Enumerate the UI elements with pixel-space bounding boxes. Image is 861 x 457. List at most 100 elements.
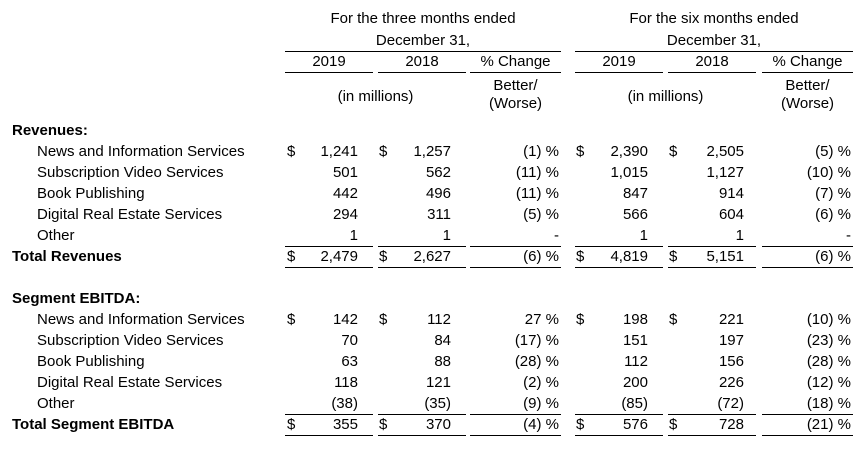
subtotal-rule bbox=[668, 246, 756, 247]
table-row-q18d: $ bbox=[379, 143, 388, 160]
table-row-s19: 198 bbox=[622, 311, 648, 328]
total-row-s18: 5,151 bbox=[706, 248, 744, 265]
table-row-q18d: $ bbox=[379, 311, 388, 328]
three-months-heading-line2: December 31, bbox=[375, 32, 471, 49]
total-row-q18d: $ bbox=[379, 248, 388, 265]
table-row-spct: (7) % bbox=[815, 185, 851, 202]
total-label: Total Revenues bbox=[12, 248, 122, 265]
q-pct-change-heading: % Change bbox=[480, 53, 551, 70]
table-row-qpct: (11) % bbox=[515, 164, 559, 181]
total-row-s18: 728 bbox=[718, 416, 744, 433]
total-row-s19: 4,819 bbox=[610, 248, 648, 265]
subtotal-rule bbox=[762, 246, 853, 247]
s-better-label: Better/ bbox=[785, 77, 830, 94]
total-row-s19d: $ bbox=[576, 416, 585, 433]
table-row-s19: 566 bbox=[622, 206, 648, 223]
table-row-s18: (72) bbox=[717, 395, 744, 412]
table-row-spct: (23) % bbox=[806, 332, 851, 349]
row-label: Digital Real Estate Services bbox=[37, 206, 223, 223]
q-in-millions: (in millions) bbox=[337, 88, 414, 105]
table-row-s18: 914 bbox=[718, 185, 744, 202]
row-label: News and Information Services bbox=[37, 311, 245, 328]
total-row-s18d: $ bbox=[669, 416, 678, 433]
table-row-spct: (28) % bbox=[806, 353, 851, 370]
total-rule bbox=[470, 435, 561, 436]
total-rule bbox=[378, 267, 466, 268]
table-row-q19: 63 bbox=[341, 353, 358, 370]
subtotal-rule bbox=[470, 246, 561, 247]
table-row-spct: - bbox=[846, 227, 851, 244]
table-row-s19: (85) bbox=[621, 395, 648, 412]
subtotal-rule bbox=[470, 414, 561, 415]
total-row-qpct: (4) % bbox=[523, 416, 559, 433]
subtotal-rule bbox=[285, 414, 373, 415]
table-row-s18: 221 bbox=[718, 311, 744, 328]
total-row-s19d: $ bbox=[576, 248, 585, 265]
row-label: Book Publishing bbox=[37, 353, 145, 370]
section-title: Revenues: bbox=[12, 122, 88, 139]
table-row-q18: 1 bbox=[442, 227, 451, 244]
subtotal-rule bbox=[378, 414, 466, 415]
subtotal-rule bbox=[285, 246, 373, 247]
total-row-q19: 2,479 bbox=[320, 248, 358, 265]
table-row-qpct: (5) % bbox=[523, 206, 559, 223]
table-row-qpct: (11) % bbox=[515, 185, 559, 202]
total-label: Total Segment EBITDA bbox=[12, 416, 175, 433]
table-row-s18: 2,505 bbox=[706, 143, 744, 160]
row-label: Book Publishing bbox=[37, 185, 145, 202]
table-row-qpct: 27 % bbox=[524, 311, 559, 328]
table-row-spct: (12) % bbox=[806, 374, 851, 391]
table-row-q18: 112 bbox=[427, 311, 451, 328]
total-rule bbox=[575, 267, 663, 268]
s-pct-rule bbox=[762, 72, 853, 73]
total-rule bbox=[470, 267, 561, 268]
total-row-q18d: $ bbox=[379, 416, 388, 433]
table-row-spct: (18) % bbox=[806, 395, 851, 412]
table-row-s19: 1 bbox=[639, 227, 648, 244]
total-rule bbox=[575, 435, 663, 436]
total-row-s19: 576 bbox=[622, 416, 648, 433]
table-row-spct: (5) % bbox=[815, 143, 851, 160]
table-row-q19: 294 bbox=[332, 206, 358, 223]
table-row-q19: 442 bbox=[332, 185, 358, 202]
table-row-s18: 604 bbox=[718, 206, 744, 223]
subtotal-rule bbox=[668, 414, 756, 415]
total-rule bbox=[285, 435, 373, 436]
total-row-q19d: $ bbox=[287, 248, 296, 265]
three-months-heading-line1: For the three months ended bbox=[330, 10, 516, 27]
table-row-s18d: $ bbox=[669, 311, 678, 328]
s-2018-rule bbox=[668, 72, 756, 73]
table-row-q18: 121 bbox=[425, 374, 451, 391]
table-row-q18: 496 bbox=[425, 185, 451, 202]
q-pct-rule bbox=[470, 72, 561, 73]
total-rule bbox=[762, 435, 853, 436]
table-row-q19: 1,241 bbox=[320, 143, 358, 160]
s-year-2018: 2018 bbox=[695, 53, 729, 70]
table-row-s18: 1,127 bbox=[706, 164, 744, 181]
six-months-header-rule bbox=[575, 51, 853, 52]
q-2018-rule bbox=[378, 72, 466, 73]
total-row-qpct: (6) % bbox=[523, 248, 559, 265]
table-row-qpct: (17) % bbox=[514, 332, 559, 349]
q-year-2019: 2019 bbox=[312, 53, 346, 70]
total-row-q18: 370 bbox=[425, 416, 451, 433]
subtotal-rule bbox=[378, 246, 466, 247]
six-months-heading-line2: December 31, bbox=[666, 32, 762, 49]
s-year-2019: 2019 bbox=[602, 53, 636, 70]
section-title: Segment EBITDA: bbox=[12, 290, 141, 307]
table-row-q18: 1,257 bbox=[413, 143, 451, 160]
total-row-s18d: $ bbox=[669, 248, 678, 265]
table-row-q19d: $ bbox=[287, 311, 296, 328]
row-label: Subscription Video Services bbox=[37, 164, 224, 181]
table-row-q19: (38) bbox=[331, 395, 358, 412]
row-label: Digital Real Estate Services bbox=[37, 374, 223, 391]
total-rule bbox=[668, 267, 756, 268]
table-row-s18: 1 bbox=[735, 227, 744, 244]
table-row-qpct: (1) % bbox=[523, 143, 559, 160]
total-row-q19: 355 bbox=[332, 416, 358, 433]
total-rule bbox=[762, 267, 853, 268]
table-row-qpct: (28) % bbox=[514, 353, 559, 370]
table-row-s19: 112 bbox=[624, 353, 648, 370]
table-row-qpct: (2) % bbox=[523, 374, 559, 391]
